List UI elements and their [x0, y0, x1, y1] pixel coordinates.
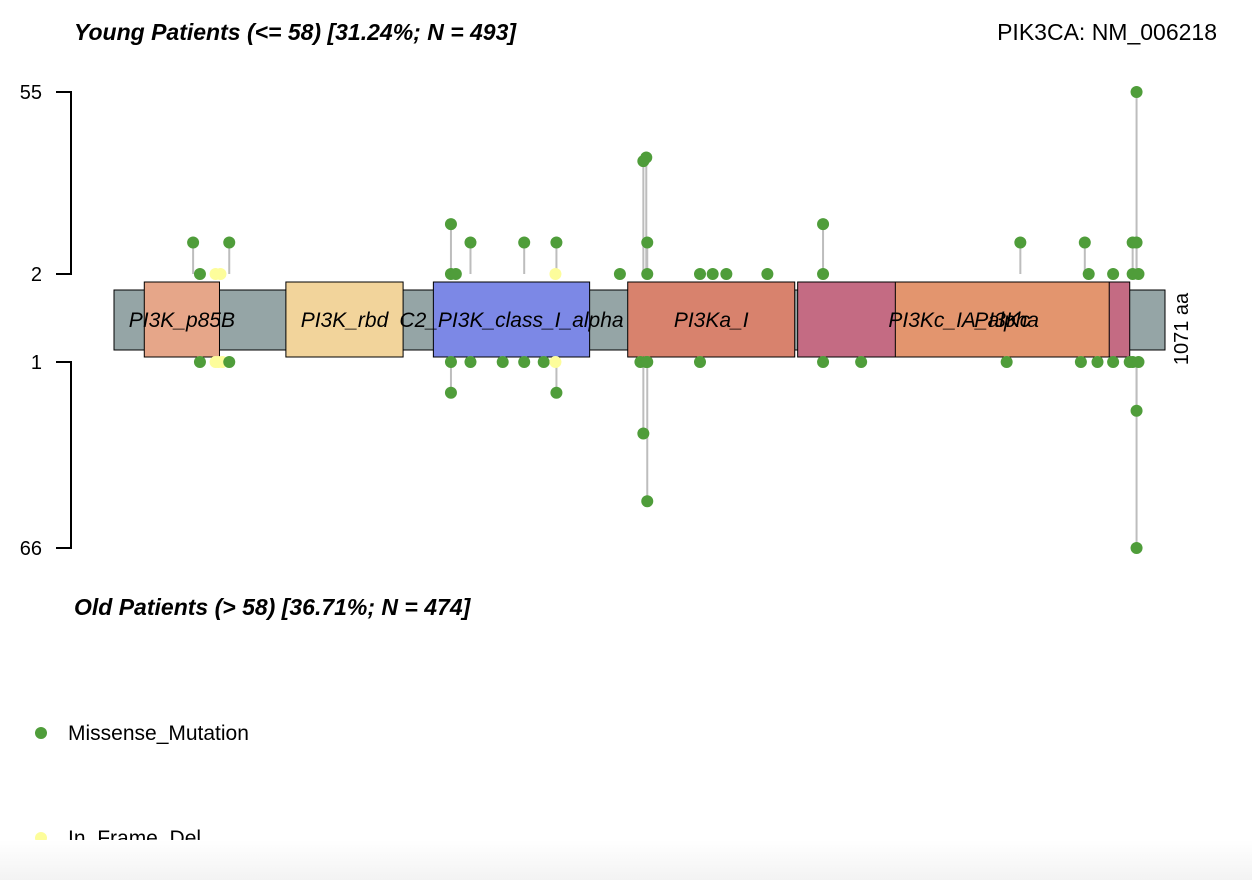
bottom-mutation-point [193, 356, 206, 368]
domain-label-PI3K_p85B: PI3K_p85B [129, 309, 235, 332]
top-mutation-point [549, 268, 562, 280]
top-mutation-point [1130, 86, 1143, 98]
top-mutation-point [1082, 268, 1095, 280]
y-axes: 55 2 1 66 [20, 82, 72, 560]
top-mutation-point [1132, 268, 1145, 280]
bottom-mutation-point [855, 356, 868, 368]
domain-label-C2_PI3K_class_I_alpha: C2_PI3K_class_I_alpha [399, 309, 623, 332]
top-mutation-point [613, 268, 626, 280]
bottom-mutation-point [1000, 356, 1013, 368]
bottom-mutation-point [817, 356, 830, 368]
top-axis-tick-min-label: 2 [31, 264, 42, 286]
bottom-mutation-point [1074, 356, 1087, 368]
domain-PI3K_p85B [143, 281, 220, 358]
domain-label-PI3Kc_IA_alpha: PI3Kc_IA_alpha [888, 309, 1039, 332]
bottom-axis-tick-max-label: 66 [20, 538, 42, 560]
top-mutation-point [641, 236, 654, 249]
domain-PI3K_rbd [285, 281, 404, 358]
bottom-mutation-point [1130, 542, 1143, 554]
domain-label-PI3Ka_I: PI3Ka_I [674, 309, 749, 332]
bottom-mutation-point [637, 427, 650, 440]
bottom-mutation-point [641, 356, 654, 368]
lollipop-heads [187, 86, 1145, 554]
top-mutation-point [640, 151, 653, 164]
bottom-mutation-point [444, 356, 457, 368]
legend-marker-Missense_Mutation [35, 727, 47, 739]
top-mutation-point [817, 268, 830, 280]
top-axis-tick-max-label: 55 [20, 82, 42, 104]
bottom-mutation-point [1130, 404, 1143, 417]
top-mutation-point [817, 218, 830, 231]
top-mutation-point [1014, 236, 1027, 249]
top-mutation-point [1078, 236, 1091, 249]
bottom-mutation-point [693, 356, 706, 368]
top-mutation-point [223, 236, 236, 249]
top-mutation-point [761, 268, 774, 280]
top-mutation-point [706, 268, 719, 280]
top-mutation-point [1107, 268, 1120, 280]
page-bottom-shade [0, 840, 1252, 880]
domain-PI3Kc [894, 281, 1110, 358]
bottom-mutation-point [1091, 356, 1104, 368]
bottom-mutation-point [223, 356, 236, 368]
top-mutation-point [193, 268, 206, 280]
top-mutation-point [214, 268, 227, 280]
bottom-mutation-point [1132, 356, 1145, 368]
bottom-group-title: Old Patients (> 58) [36.71%; N = 474] [74, 594, 472, 620]
gene-label: PIK3CA: NM_006218 [997, 19, 1217, 45]
bottom-mutation-point [550, 386, 563, 399]
bottom-mutation-point [518, 356, 531, 368]
domain-PI3Ka_I [627, 281, 796, 358]
top-group-title: Young Patients (<= 58) [31.24%; N = 493] [74, 19, 517, 45]
top-mutation-point [641, 268, 654, 280]
top-mutation-point [187, 236, 200, 249]
domain-label-PI3Kc: PI3Kc [974, 309, 1031, 332]
top-mutation-point [449, 268, 462, 280]
top-mutation-point [1130, 236, 1143, 249]
top-mutation-point [518, 236, 531, 249]
bottom-mutation-point [464, 356, 477, 368]
top-mutation-point [550, 236, 563, 249]
domain-C2_PI3K_class_I_alpha [432, 281, 591, 358]
top-mutation-point [720, 268, 733, 280]
bottom-mutation-point [444, 386, 457, 399]
bottom-mutation-point [537, 356, 550, 368]
top-mutation-point [444, 218, 457, 231]
bottom-mutation-point [496, 356, 509, 368]
bottom-mutation-point [549, 356, 562, 368]
protein-track: PI3K_p85B PI3K_rbd C2_PI3K_class_I_alpha PI… [113, 281, 1166, 358]
bottom-mutation-point [1107, 356, 1120, 368]
top-mutation-point [693, 268, 706, 280]
protein-length-label: 1071 aa [1171, 292, 1193, 365]
legend-label-Missense_Mutation: Missense_Mutation [68, 722, 249, 745]
bottom-axis-tick-min-label: 1 [31, 352, 42, 374]
bottom-mutation-point [641, 495, 654, 508]
top-mutation-point [464, 236, 477, 249]
domain-label-PI3K_rbd: PI3K_rbd [301, 309, 390, 332]
